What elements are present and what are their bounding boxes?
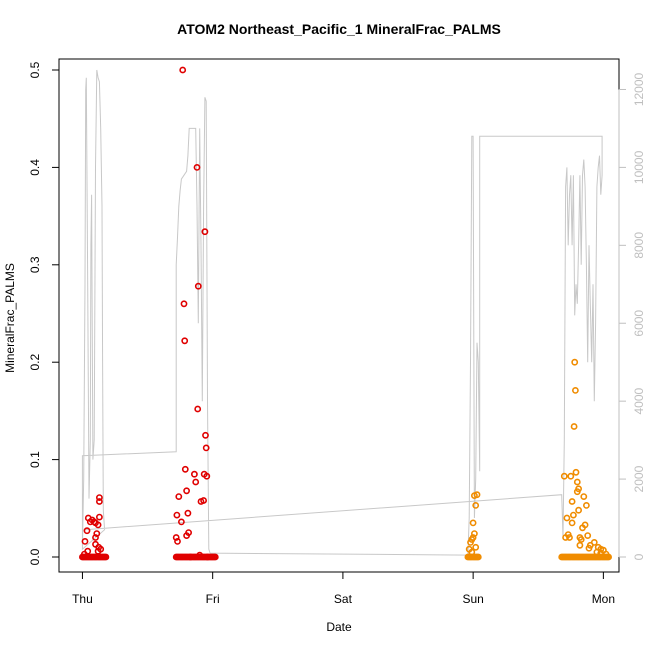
data-point bbox=[194, 405, 202, 413]
y2-tick-label: 10000 bbox=[632, 150, 646, 184]
data-point bbox=[97, 545, 105, 553]
data-point bbox=[566, 534, 573, 541]
data-point bbox=[192, 478, 200, 486]
data-point bbox=[575, 506, 582, 514]
chart-title: ATOM2 Northeast_Pacific_1 MineralFrac_PA… bbox=[177, 21, 501, 37]
y-tick-label: 0.0 bbox=[28, 548, 42, 565]
x-axis: Thu Fri Sat Sun Mon bbox=[72, 571, 615, 606]
data-point bbox=[190, 470, 198, 478]
data-point bbox=[177, 518, 185, 526]
data-point bbox=[179, 66, 187, 74]
data-point bbox=[181, 337, 189, 345]
y-tick-label: 0.3 bbox=[28, 256, 42, 273]
data-point bbox=[92, 540, 99, 548]
data-point bbox=[571, 358, 579, 366]
data-point bbox=[185, 529, 192, 536]
y-tick-label: 0.2 bbox=[28, 354, 42, 371]
y-tick-label: 0.4 bbox=[28, 159, 42, 176]
y2-tick-label: 2000 bbox=[632, 465, 646, 492]
data-point bbox=[184, 509, 192, 517]
data-point bbox=[211, 553, 219, 561]
data-point bbox=[202, 444, 210, 452]
y-tick-label: 0.5 bbox=[28, 61, 42, 78]
data-point bbox=[183, 487, 190, 495]
data-point bbox=[200, 497, 207, 504]
data-point bbox=[96, 513, 103, 521]
data-point bbox=[202, 431, 209, 439]
data-point bbox=[469, 534, 477, 541]
data-point bbox=[580, 493, 588, 500]
data-point bbox=[567, 472, 575, 480]
data-point bbox=[196, 551, 204, 559]
data-point bbox=[472, 501, 480, 509]
data-point bbox=[568, 498, 576, 505]
data-point bbox=[94, 521, 102, 529]
data-point bbox=[568, 519, 576, 527]
data-point bbox=[468, 548, 476, 556]
data-point bbox=[584, 532, 592, 539]
data-point bbox=[573, 478, 581, 486]
data-point bbox=[572, 386, 579, 394]
data-point bbox=[181, 465, 189, 473]
data-point bbox=[469, 519, 477, 527]
data-point bbox=[96, 498, 103, 505]
data-point bbox=[174, 538, 181, 545]
data-point bbox=[472, 543, 480, 551]
x-tick-label: Thu bbox=[72, 592, 93, 606]
data-point bbox=[563, 514, 571, 522]
y2-tick-label: 8000 bbox=[632, 232, 646, 259]
data-point bbox=[93, 530, 101, 537]
y2-tick-label: 12000 bbox=[632, 72, 646, 106]
data-point bbox=[201, 228, 209, 236]
data-point bbox=[81, 538, 89, 545]
data-point bbox=[96, 494, 103, 501]
data-point bbox=[583, 501, 590, 509]
data-point bbox=[590, 539, 598, 546]
y2-axis: 0 2000 4000 6000 8000 10000 12000 bbox=[618, 72, 646, 560]
y-tick-label: 0.1 bbox=[28, 451, 42, 468]
data-point bbox=[180, 300, 188, 308]
data-point bbox=[570, 423, 578, 430]
data-point bbox=[102, 553, 110, 561]
altitude-trace bbox=[81, 69, 603, 556]
data-point bbox=[92, 534, 99, 541]
data-point bbox=[474, 553, 482, 561]
y2-tick-label: 6000 bbox=[632, 310, 646, 337]
x-tick-label: Sun bbox=[462, 592, 483, 606]
y-axis-label: MineralFrac_PALMS bbox=[3, 263, 17, 373]
data-point bbox=[84, 547, 92, 555]
data-point bbox=[83, 527, 91, 535]
y-axis: 0.0 0.1 0.2 0.3 0.4 0.5 bbox=[28, 61, 60, 565]
data-point bbox=[577, 536, 585, 543]
data-point bbox=[187, 553, 194, 561]
y2-tick-label: 0 bbox=[632, 553, 646, 560]
data-point bbox=[575, 485, 582, 493]
data-point bbox=[203, 472, 211, 480]
data-point bbox=[470, 492, 478, 499]
data-point bbox=[470, 530, 478, 537]
data-point bbox=[175, 493, 183, 500]
y2-tick-label: 4000 bbox=[632, 387, 646, 414]
x-axis-label: Date bbox=[326, 620, 352, 634]
data-point bbox=[172, 534, 180, 541]
data-point bbox=[572, 468, 580, 476]
data-point bbox=[597, 545, 605, 553]
data-point bbox=[173, 511, 181, 519]
data-point bbox=[581, 521, 589, 529]
data-point bbox=[560, 472, 568, 480]
data-point bbox=[193, 163, 201, 171]
altitude-line bbox=[81, 69, 603, 556]
data-point bbox=[576, 541, 584, 549]
data-point bbox=[602, 550, 610, 558]
data-point bbox=[194, 282, 202, 290]
x-tick-label: Sat bbox=[334, 592, 353, 606]
data-point bbox=[570, 511, 577, 519]
data-point bbox=[204, 553, 211, 561]
x-tick-label: Fri bbox=[206, 592, 220, 606]
data-points bbox=[79, 66, 612, 561]
x-tick-label: Mon bbox=[592, 592, 615, 606]
